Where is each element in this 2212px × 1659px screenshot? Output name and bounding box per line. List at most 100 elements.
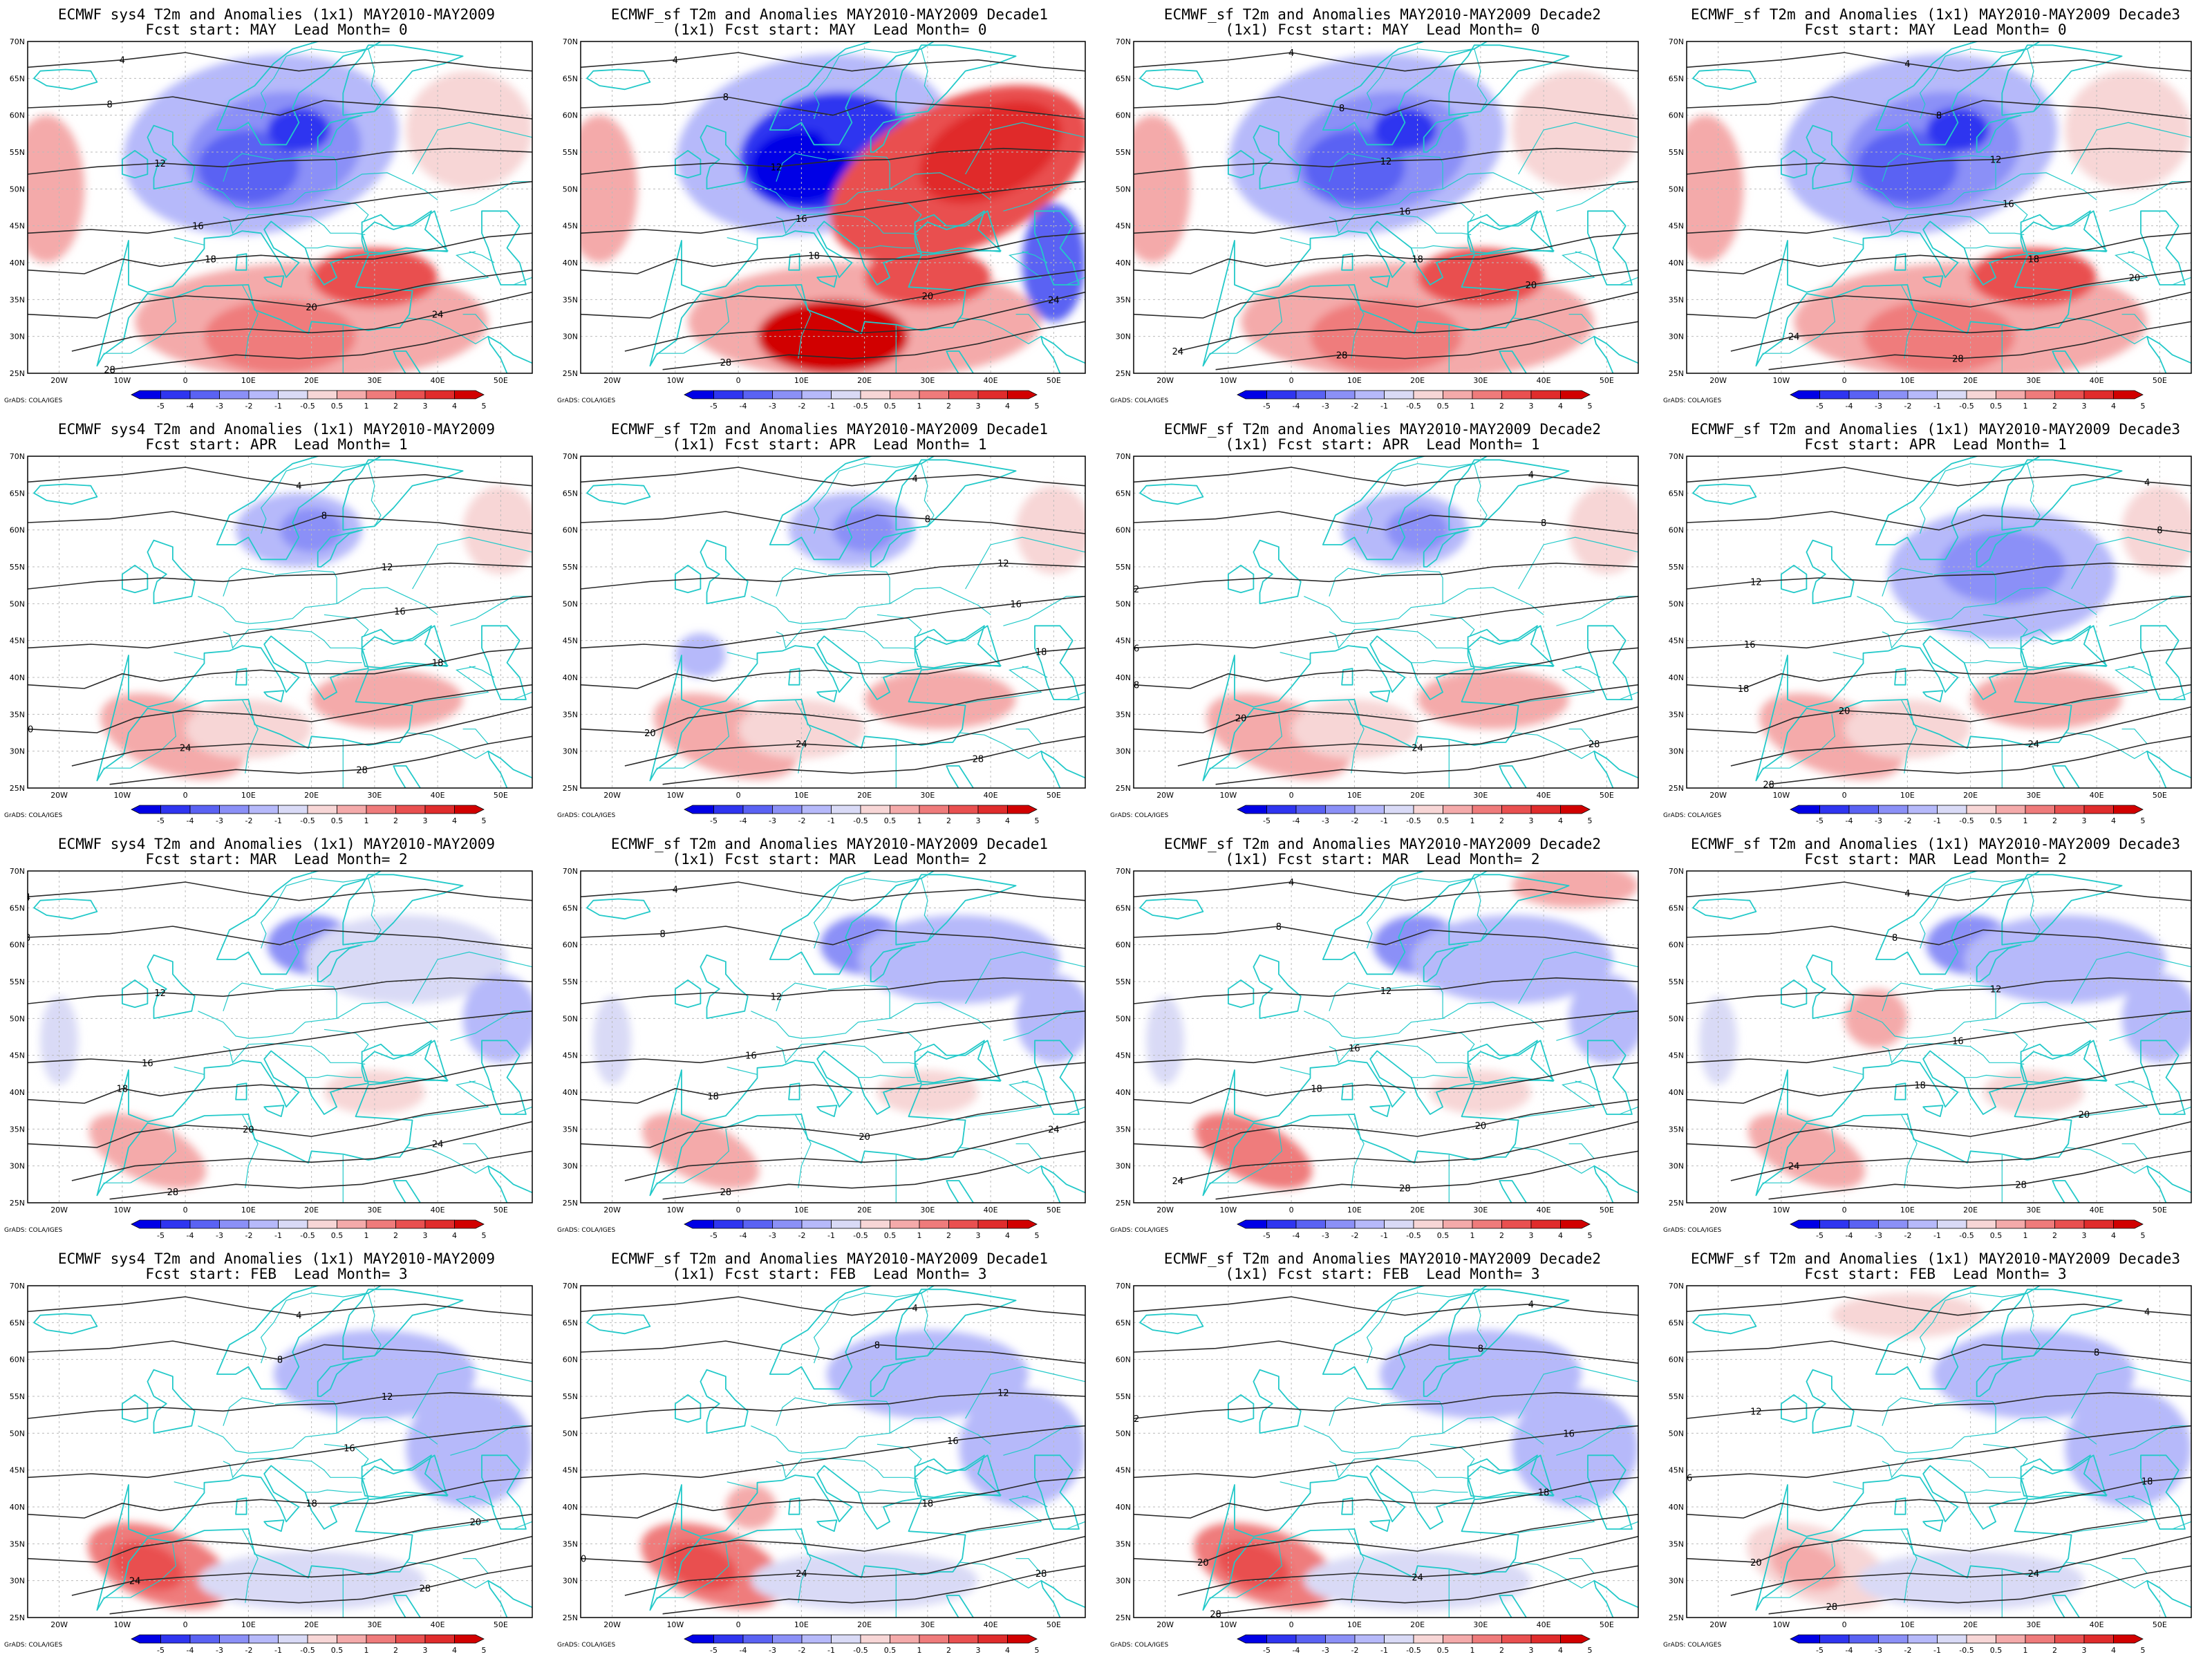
colorbar-swatch [307,1634,337,1644]
coastline [870,529,916,568]
contour-label: 24 [129,1577,141,1587]
country-border [877,614,922,637]
temperature-contour [1134,180,1638,234]
colorbar-label: -0.5 [853,816,868,825]
contour-label: 18 [2028,255,2040,265]
coastline [870,114,916,153]
contour-label: 12 [382,563,393,573]
colorbar-swatch [801,805,832,814]
country-border [198,1399,337,1454]
longitude-label: 20W [1156,376,1174,385]
longitude-label: 10W [1772,1620,1790,1629]
longitude-label: 50E [2153,1620,2167,1629]
colorbar-swatch [1007,805,1038,814]
map-panel: ECMWF_sf T2m and Anomalies (1x1) MAY2010… [1659,1244,2212,1659]
coastline [1781,565,1808,594]
country-border [1995,587,2097,615]
colorbar-swatch [1413,1634,1443,1644]
contour-label: 4 [673,885,678,896]
colorbar-label: -5 [1816,402,1824,411]
colorbar-label: 4 [2111,402,2116,411]
colorbar-swatch [1878,1219,1909,1229]
colorbar-swatch [1007,1634,1038,1644]
coastline [1448,1288,1570,1360]
temperature-contour [624,291,1085,352]
country-border [1022,1080,1048,1093]
coastline [914,210,1001,254]
temperature-contour [662,1565,1085,1615]
contour-label: 18 [1412,255,1423,265]
colorbar-label: 5 [1588,1231,1593,1240]
latitude-label: 70N [1669,452,1684,461]
contour-label: 20 [859,1132,870,1143]
country-border [965,1080,1042,1118]
temperature-contour [1687,1062,2191,1104]
coastline [649,1040,1002,1197]
colorbar-swatch [919,805,949,814]
temperature-contour [1134,1098,1638,1148]
contour-label: 18 [1035,648,1047,658]
colorbar-label: 5 [1588,1646,1593,1655]
contour-label: 16 [1952,1036,1964,1047]
coastline [946,350,975,373]
latitude-label: 25N [563,1199,578,1208]
colorbar-swatch [1996,390,2026,400]
country-border [2071,666,2148,704]
country-border [1236,1544,1283,1598]
country-border [462,1558,489,1574]
colorbar-label: 3 [1529,1231,1534,1240]
latitude-label: 25N [10,784,25,793]
contour-label: 16 [1563,1429,1575,1439]
contour-label: 28 [973,754,984,765]
coastline [788,1497,800,1515]
contour-label: 8 [277,1356,283,1366]
coastline [1139,68,1204,91]
colorbar-swatch [454,390,485,400]
temperature-contour [1134,926,1638,949]
latitude-label: 40N [10,1088,25,1097]
longitude-label: 10E [794,376,809,385]
temperature-contour [581,1477,1085,1519]
coastline [1228,150,1255,179]
colorbar-swatch [424,390,455,400]
coastline [481,1040,527,1115]
country-border [2172,1085,2191,1115]
latitude-label: 55N [1116,148,1131,157]
cold-anomaly-area [1373,108,1436,152]
temperature-contour [28,1425,532,1479]
colorbar-label: 0.5 [1990,1231,2003,1240]
coastline [317,944,363,982]
colorbar-swatch [395,1634,426,1644]
country-border [2128,1080,2154,1093]
colorbar-label: 3 [2082,816,2087,825]
colorbar-swatch [1501,805,1532,814]
latitude-label: 65N [563,903,578,912]
country-border [1442,1416,1544,1445]
contour-label: 20 [575,1555,587,1565]
colorbar-label: 2 [393,816,398,825]
country-border [198,570,337,624]
country-border [1329,1042,1472,1065]
country-border [1329,568,1380,597]
contour-label: 20 [1750,1558,1762,1568]
latitude-label: 65N [10,74,25,83]
country-border [324,199,369,223]
colorbar-label: 4 [1005,816,1010,825]
country-border [1575,1080,1601,1093]
coastline [675,565,702,594]
latitude-label: 70N [1669,1282,1684,1291]
cold-anomaly-area [751,130,852,204]
colorbar-swatch [1501,1219,1532,1229]
country-border [813,463,920,534]
coastline [1806,1369,1855,1434]
coastline [816,690,838,703]
contour-label: 4 [912,1304,917,1314]
colorbar-swatch [977,805,1008,814]
warm-anomaly-area [406,71,532,189]
coastline [1781,980,1808,1009]
temperature-contour [1687,511,2191,534]
country-border [1329,1397,1380,1426]
colorbar-swatch [2113,390,2144,400]
country-border [1919,1293,2026,1364]
cold-anomaly-area [406,1389,532,1507]
